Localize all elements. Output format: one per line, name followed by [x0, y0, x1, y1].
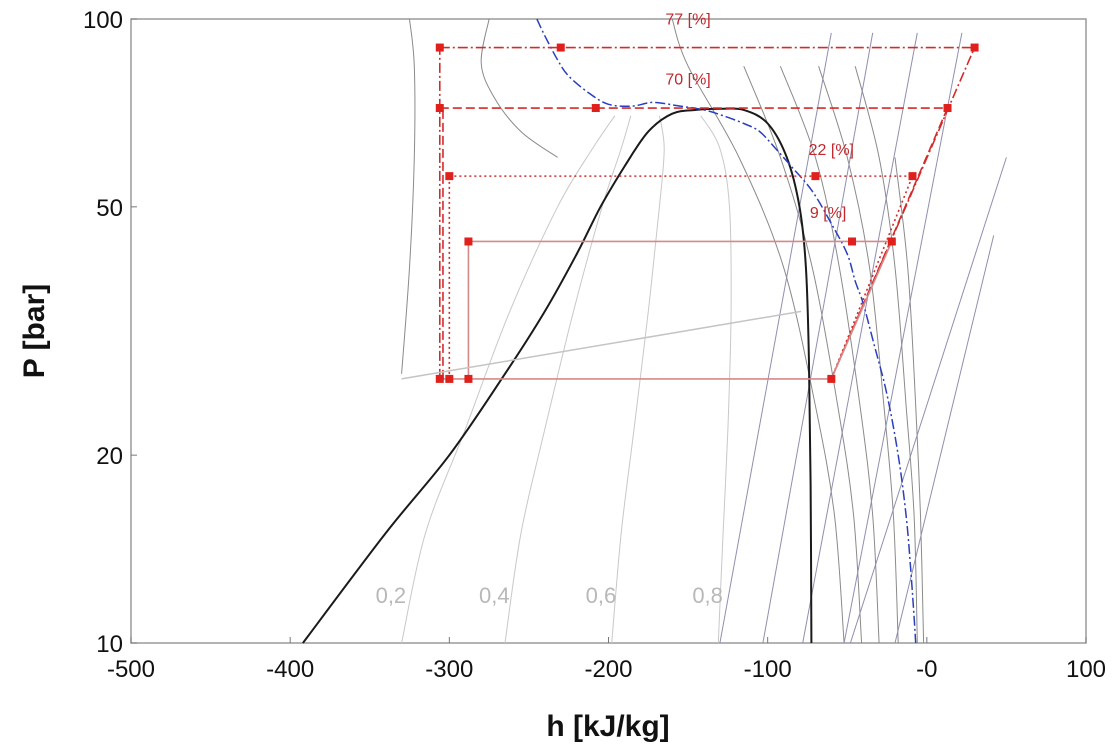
cycle-point — [435, 43, 444, 52]
x-tick-label: -300 — [425, 656, 473, 683]
cycle-point — [591, 104, 600, 113]
cycle-point — [943, 104, 952, 113]
quality-line — [611, 115, 665, 644]
cycle-point — [445, 172, 454, 181]
y-tick-label: 100 — [83, 7, 123, 34]
y-axis-title: P [bar] — [18, 284, 51, 378]
x-tick-label: -100 — [744, 656, 792, 683]
y-tick-label: 50 — [96, 195, 123, 222]
isotherm-line — [849, 157, 1007, 644]
x-axis-title: h [kJ/kg] — [546, 710, 669, 743]
cycle-point — [848, 237, 857, 246]
cycle-annotations: 77 [%] 70 [%] 22 [%] 9 [%] — [665, 11, 854, 221]
cycle-point — [464, 237, 473, 246]
isotherm-line — [802, 32, 918, 644]
isotherm-line — [843, 32, 963, 644]
x-tick-label: -200 — [584, 656, 632, 683]
cycle-efficiency-label: 9 [%] — [810, 205, 846, 222]
quality-label: 0,4 — [479, 583, 510, 608]
isentrope-line — [894, 157, 925, 644]
quality-label: 0,2 — [376, 583, 407, 608]
isentrope-line — [779, 66, 880, 644]
cycle-line — [830, 241, 893, 380]
saturation-curve — [302, 107, 813, 644]
y-tick-label: 10 — [96, 631, 123, 658]
y-tick-label: 20 — [96, 443, 123, 470]
plot-area — [130, 18, 1087, 644]
isentrope-line — [743, 66, 863, 644]
isotherm-line — [762, 32, 874, 644]
cycle-efficiency-label: 77 [%] — [665, 11, 710, 28]
refrigeration-cycles — [401, 46, 976, 380]
cycle-state-points — [435, 43, 979, 383]
quality-lines: 0,2 0,4 0,6 0,8 — [376, 115, 732, 644]
cycle-point — [435, 374, 444, 383]
isentrope-line — [818, 66, 899, 644]
cycle-point — [445, 374, 454, 383]
isentrope-line — [854, 66, 918, 644]
cycle-point — [908, 172, 917, 181]
cycle-efficiency-label: 22 [%] — [809, 142, 854, 159]
isentrope-lines — [401, 18, 925, 644]
isentrope-line — [480, 18, 558, 158]
cycle-point — [970, 43, 979, 52]
x-tick-label: -0 — [916, 656, 937, 683]
cycle-efficiency-label: 70 [%] — [665, 72, 710, 89]
cycle-point — [811, 172, 820, 181]
isentrope-line — [401, 18, 416, 374]
isotherm-line — [719, 32, 832, 644]
isotherm-lines — [719, 32, 1007, 644]
cycle-point — [464, 374, 473, 383]
quality-label: 0,8 — [692, 583, 723, 608]
dome-path-line — [536, 18, 917, 644]
cycle-line — [401, 310, 802, 380]
saturation-dome — [302, 107, 813, 644]
x-tick-label: 100 — [1066, 656, 1106, 683]
cycle-line — [830, 175, 914, 380]
cycle-point — [827, 374, 836, 383]
quality-label: 0,6 — [586, 583, 617, 608]
quality-line — [401, 115, 616, 644]
x-tick-label: -500 — [107, 656, 155, 683]
cycle-point — [435, 104, 444, 113]
quality-line — [504, 115, 632, 644]
cycle-point — [887, 237, 896, 246]
blue-dome-path — [536, 18, 917, 644]
cycle-point — [556, 43, 565, 52]
x-tick-label: -400 — [266, 656, 314, 683]
isentrope-line — [671, 18, 845, 644]
axis-ticks: -500 -400 -300 -200 -100 -0 100 100 50 20 10 — [83, 7, 1106, 683]
quality-line — [700, 115, 732, 644]
